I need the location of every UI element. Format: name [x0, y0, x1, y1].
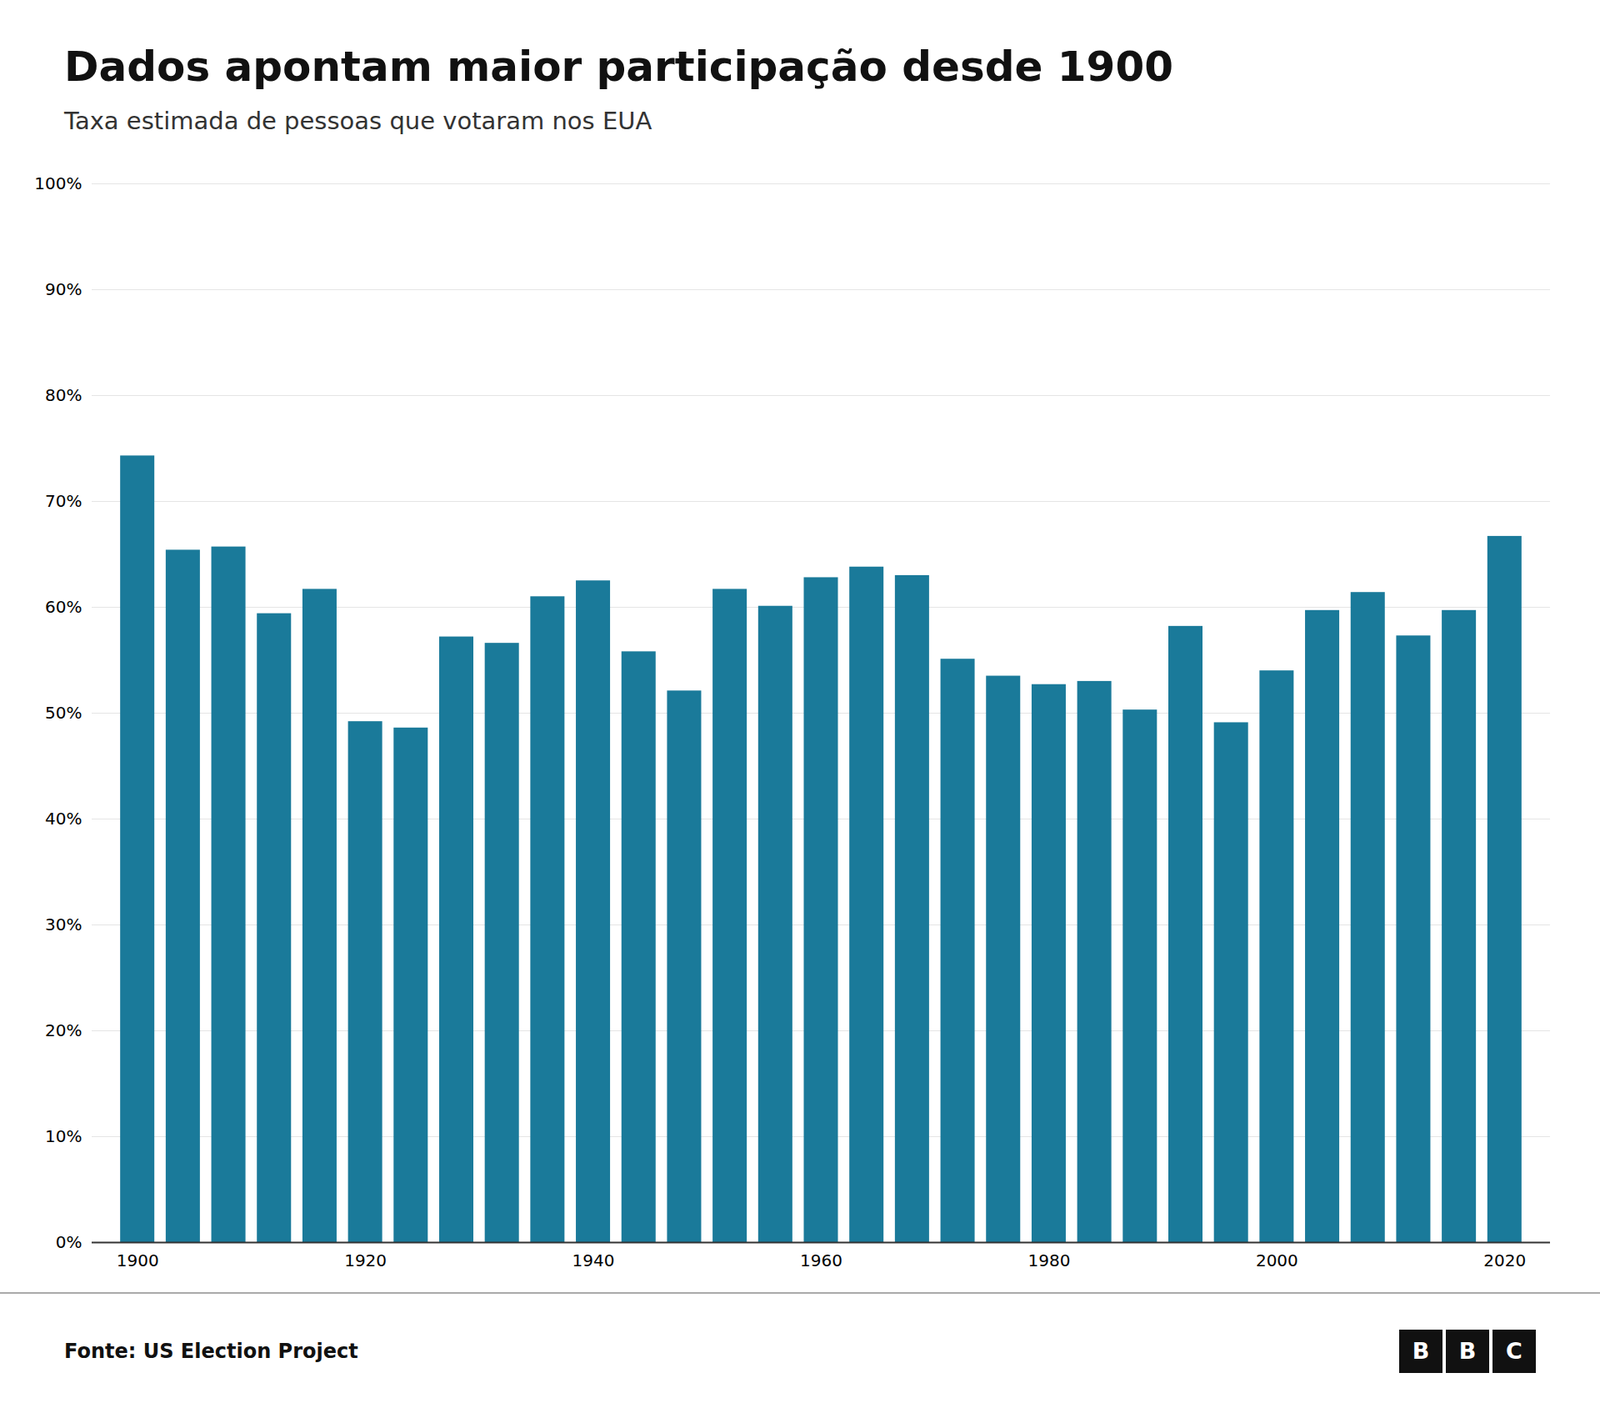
svg-text:90%: 90%	[45, 279, 82, 300]
svg-text:2000: 2000	[1255, 1250, 1299, 1270]
svg-text:0%: 0%	[55, 1231, 83, 1252]
svg-text:30%: 30%	[45, 914, 82, 935]
svg-text:60%: 60%	[45, 596, 82, 617]
svg-text:1960: 1960	[800, 1250, 843, 1270]
svg-text:2020: 2020	[1483, 1250, 1526, 1270]
svg-text:70%: 70%	[45, 490, 82, 511]
html-text:C: C	[1505, 1337, 1523, 1364]
svg-text:20%: 20%	[45, 1020, 82, 1040]
svg-text:1980: 1980	[1027, 1250, 1070, 1270]
html-text:B: B	[1412, 1337, 1430, 1364]
svg-text:1900: 1900	[116, 1250, 160, 1270]
svg-text:80%: 80%	[45, 385, 82, 405]
html-text:Taxa estimada de pessoas que v: Taxa estimada de pessoas que votaram nos…	[64, 106, 652, 135]
svg-text:100%: 100%	[34, 173, 82, 194]
svg-text:10%: 10%	[45, 1125, 82, 1146]
svg-text:50%: 50%	[45, 702, 82, 723]
html-text:Dados apontam maior participaç: Dados apontam maior participação desde 1…	[64, 42, 1174, 91]
html-text:Fonte: US Election Project: Fonte: US Election Project	[64, 1338, 359, 1363]
svg-text:40%: 40%	[45, 808, 82, 829]
svg-text:1920: 1920	[344, 1250, 387, 1270]
html-text:B: B	[1458, 1337, 1477, 1364]
svg-text:1940: 1940	[572, 1250, 615, 1270]
